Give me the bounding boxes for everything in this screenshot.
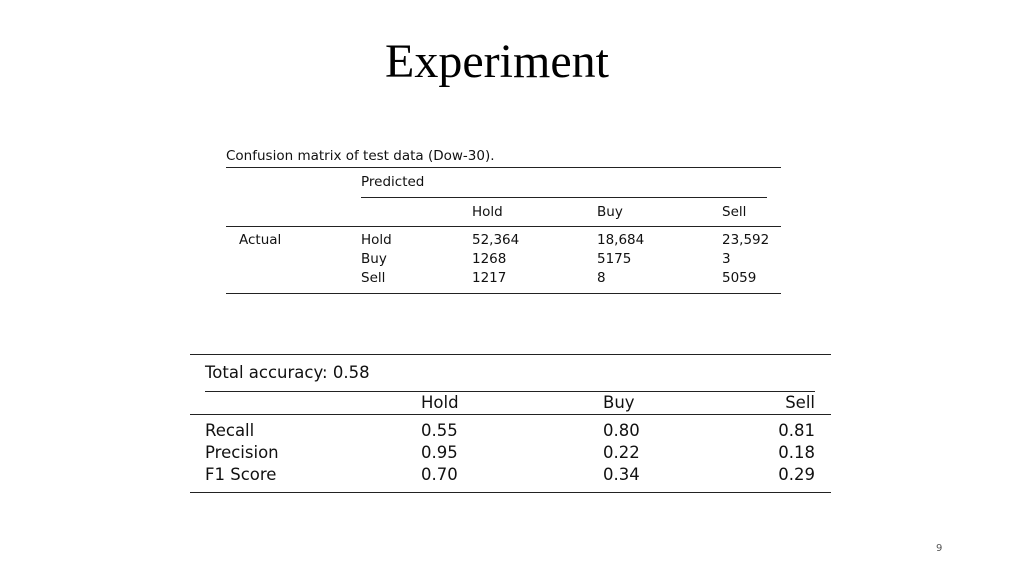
slide-title: Experiment [385, 35, 609, 88]
column-header-sell: Sell [785, 393, 815, 412]
table-caption: Confusion matrix of test data (Dow-30). [226, 148, 495, 164]
table-cell: 0.18 [778, 443, 815, 462]
table-row: F1 Score 0.70 0.34 0.29 [190, 464, 831, 486]
row-label: Recall [205, 421, 255, 440]
table-cell: 1268 [472, 251, 507, 267]
total-accuracy: Total accuracy: 0.58 [205, 363, 370, 382]
row-label: Precision [205, 443, 279, 462]
table-cell: 0.80 [603, 421, 640, 440]
top-rule [190, 354, 831, 355]
predicted-header: Predicted [226, 168, 781, 198]
header-rule [226, 226, 781, 227]
actual-label: Actual [239, 232, 282, 248]
row-label: Hold [361, 232, 392, 248]
header-rule [190, 414, 831, 415]
confusion-matrix-table: Confusion matrix of test data (Dow-30). … [226, 145, 781, 294]
table-cell: 23,592 [722, 232, 770, 248]
table-cell: 5059 [722, 270, 757, 286]
confusion-body: Actual Hold 52,364 18,684 23,592 Buy 126… [226, 227, 781, 293]
row-label: Sell [361, 270, 386, 286]
table-cell: 0.95 [421, 443, 458, 462]
table-row: Recall 0.55 0.80 0.81 [190, 420, 831, 442]
metrics-body: Recall 0.55 0.80 0.81 Precision 0.95 0.2… [190, 415, 831, 492]
bottom-rule [190, 492, 831, 493]
column-header-sell: Sell [722, 204, 747, 220]
row-label: Buy [361, 251, 387, 267]
table-cell: 8 [597, 270, 606, 286]
column-header-buy: Buy [597, 204, 623, 220]
table-cell: 0.55 [421, 421, 458, 440]
column-header-hold: Hold [472, 204, 503, 220]
table-row: Precision 0.95 0.22 0.18 [190, 442, 831, 464]
metrics-table: Total accuracy: 0.58 Hold Buy Sell Recal… [190, 354, 831, 493]
table-cell: 0.34 [603, 465, 640, 484]
page-number: 9 [936, 543, 943, 554]
column-header-hold: Hold [421, 393, 459, 412]
table-cell: 0.22 [603, 443, 640, 462]
table-cell: 0.29 [778, 465, 815, 484]
row-label: F1 Score [205, 465, 277, 484]
table-cell: 52,364 [472, 232, 520, 248]
predicted-label: Predicted [361, 174, 425, 190]
table-row: Sell 1217 8 5059 [226, 269, 781, 288]
predicted-rule [361, 197, 767, 198]
table-cell: 0.81 [778, 421, 815, 440]
column-header-row: Hold Buy Sell [190, 392, 831, 414]
column-header-row: Hold Buy Sell [226, 198, 781, 226]
column-header-buy: Buy [603, 393, 635, 412]
table-row: Buy 1268 5175 3 [226, 250, 781, 269]
table-row: Actual Hold 52,364 18,684 23,592 [226, 231, 781, 250]
top-rule [226, 167, 781, 168]
accuracy-rule [205, 391, 815, 392]
table-cell: 5175 [597, 251, 632, 267]
bottom-rule [226, 293, 781, 294]
table-cell: 1217 [472, 270, 507, 286]
table-cell: 18,684 [597, 232, 645, 248]
table-cell: 0.70 [421, 465, 458, 484]
table-cell: 3 [722, 251, 731, 267]
